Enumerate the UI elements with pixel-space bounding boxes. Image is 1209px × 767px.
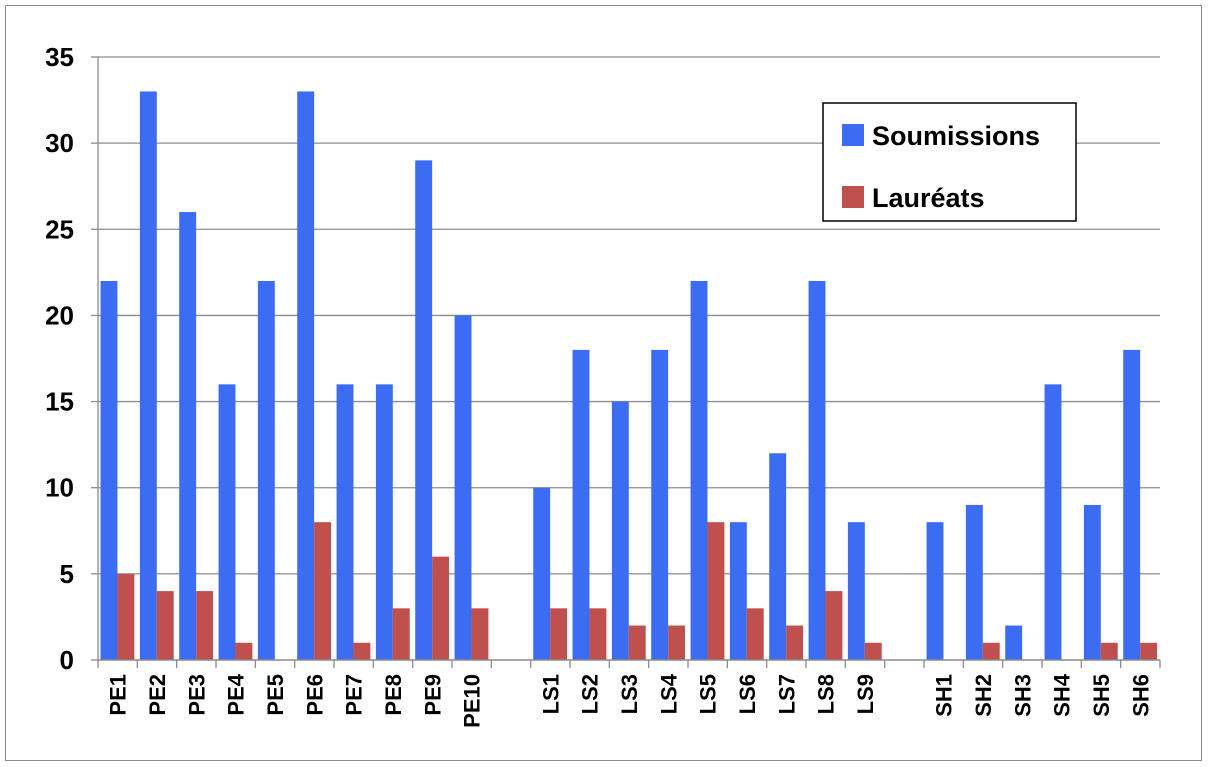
x-tick-label: LS8: [814, 674, 839, 714]
bar-soumissions: [1005, 625, 1023, 660]
bar-soumissions: [769, 453, 787, 660]
x-tick-label: LS1: [538, 674, 563, 714]
x-tick-label: SH4: [1050, 673, 1075, 717]
x-tick-label: PE6: [302, 674, 327, 716]
bar-soumissions: [926, 522, 944, 660]
bar-laureats: [668, 625, 686, 660]
bar-soumissions: [454, 315, 472, 660]
bar-soumissions: [611, 401, 629, 660]
x-tick-label: PE1: [106, 674, 131, 716]
bar-laureats: [1140, 642, 1158, 660]
bar-soumissions: [415, 160, 433, 660]
bar-laureats: [707, 522, 725, 660]
bar-soumissions: [847, 522, 865, 660]
y-tick-label: 10: [45, 473, 74, 503]
bar-laureats: [746, 608, 764, 660]
bar-laureats: [117, 573, 135, 660]
bar-soumissions: [808, 280, 826, 660]
x-tick-label: LS5: [696, 674, 721, 714]
bar-laureats: [156, 591, 174, 660]
x-tick-label: PE8: [381, 674, 406, 716]
y-tick-label: 35: [45, 42, 74, 72]
bar-soumissions: [139, 91, 157, 660]
x-tick-label: LS7: [774, 674, 799, 714]
x-tick-label: SH2: [971, 674, 996, 717]
bar-laureats: [864, 642, 882, 660]
legend-swatch-soumissions: [842, 124, 864, 146]
bar-soumissions: [1083, 504, 1101, 660]
bar-soumissions: [100, 280, 118, 660]
x-tick-label: PE3: [184, 674, 209, 716]
bar-laureats: [786, 625, 804, 660]
bar-soumissions: [297, 91, 315, 660]
x-tick-label: SH1: [932, 674, 957, 717]
bar-soumissions: [729, 522, 747, 660]
x-tick-label: PE2: [145, 674, 170, 716]
bar-soumissions: [336, 384, 354, 660]
legend-swatch-laureats: [842, 186, 864, 208]
bar-soumissions: [375, 384, 393, 660]
x-axis: [97, 57, 1161, 668]
bar-laureats: [432, 556, 450, 660]
x-axis-labels: PE1 PE2 PE3 PE4 PE5 PE6 PE7 PE8 PE9 PE10 LS1 LS2 LS3…: [106, 673, 1154, 728]
bar-laureats: [471, 608, 489, 660]
bar-soumissions: [572, 349, 590, 660]
y-tick-label: 25: [45, 214, 74, 244]
bar-soumissions: [651, 349, 669, 660]
x-tick-label: PE7: [342, 674, 367, 716]
x-tick-label: LS2: [578, 674, 603, 714]
x-tick-label: SH3: [1010, 674, 1035, 717]
bar-soumissions: [533, 487, 551, 660]
bar-soumissions: [965, 504, 983, 660]
x-tick-label: SH5: [1089, 674, 1114, 717]
bar-soumissions: [218, 384, 236, 660]
bar-laureats: [550, 608, 568, 660]
x-tick-label: LS4: [656, 673, 681, 714]
y-tick-label: 0: [60, 645, 74, 675]
bar-laureats: [353, 642, 371, 660]
x-tick-label: PE10: [460, 674, 485, 728]
y-tick-label: 5: [60, 559, 74, 589]
bar-laureats: [392, 608, 410, 660]
bar-laureats: [982, 642, 1000, 660]
x-tick-label: PE4: [224, 673, 249, 715]
legend-label-laureats: Lauréats: [872, 183, 985, 213]
y-tick-label: 30: [45, 128, 74, 158]
y-tick-label: 20: [45, 300, 74, 330]
legend-label-soumissions: Soumissions: [872, 121, 1040, 151]
bar-laureats: [628, 625, 646, 660]
bar-laureats: [589, 608, 607, 660]
bar-soumissions: [1044, 384, 1062, 660]
bar-laureats: [235, 642, 253, 660]
x-tick-label: LS9: [853, 674, 878, 714]
bar-soumissions: [690, 280, 708, 660]
x-tick-label: LS6: [735, 674, 760, 714]
x-tick-label: PE5: [263, 674, 288, 716]
bar-laureats: [196, 591, 214, 660]
x-tick-label: LS3: [617, 674, 642, 714]
bar-soumissions: [179, 212, 197, 661]
x-tick-label: SH6: [1128, 674, 1153, 717]
y-axis-ticks: 0 5 10 15 20 25 30 35: [45, 42, 98, 675]
legend: Soumissions Lauréats: [822, 102, 1077, 222]
bar-soumissions: [1123, 349, 1141, 660]
x-tick-label: PE9: [420, 674, 445, 716]
bar-laureats: [314, 522, 332, 660]
bars: [100, 91, 1158, 661]
bar-laureats: [1100, 642, 1118, 660]
legend-box: [822, 102, 1077, 222]
bar-soumissions: [257, 280, 275, 660]
y-tick-label: 15: [45, 387, 74, 417]
bar-laureats: [825, 591, 843, 660]
